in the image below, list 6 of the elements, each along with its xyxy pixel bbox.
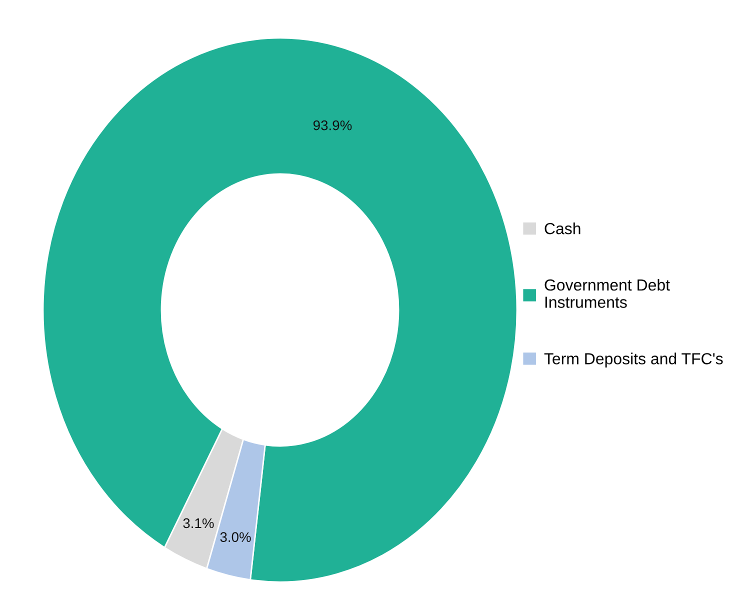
legend-label: Cash: [544, 222, 580, 234]
data-label: 3.0%: [220, 532, 251, 542]
legend-label: Government Debt Instruments: [544, 278, 670, 308]
data-label: 3.1%: [183, 518, 214, 528]
data-label: 93.9%: [313, 120, 352, 130]
legend-label: Term Deposits and TFC's: [544, 352, 723, 368]
